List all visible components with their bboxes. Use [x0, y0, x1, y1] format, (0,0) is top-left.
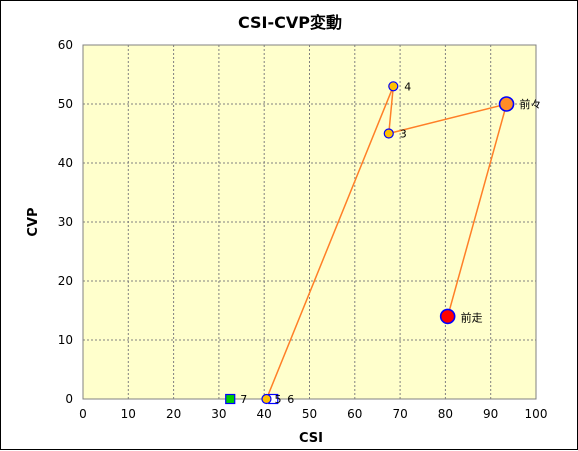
y-tick-label: 50 — [58, 97, 73, 111]
plot-border — [82, 44, 537, 400]
x-tick-label: 80 — [438, 407, 453, 421]
y-axis-ticks: 0 10 20 30 40 50 60 — [58, 38, 73, 406]
point-label: 前々 — [520, 97, 542, 111]
y-tick-label: 60 — [58, 38, 73, 52]
point-label: 6 — [287, 393, 294, 406]
x-tick-label: 50 — [302, 407, 317, 421]
point-label: 4 — [404, 80, 411, 93]
x-tick-label: 30 — [211, 407, 226, 421]
x-tick-label: 90 — [483, 407, 498, 421]
grid — [83, 45, 536, 399]
series-points — [225, 81, 515, 405]
x-tick-label: 100 — [525, 407, 548, 421]
x-axis-title: CSI — [299, 431, 323, 446]
data-point-前走 — [439, 308, 456, 325]
y-tick-label: 0 — [65, 392, 73, 406]
y-tick-label: 10 — [58, 333, 73, 347]
x-tick-label: 0 — [79, 407, 87, 421]
chart-title: CSI-CVP変動 — [238, 13, 342, 32]
point-label: 5 — [274, 393, 281, 406]
point-label: 7 — [240, 393, 247, 406]
data-point-5 — [261, 393, 272, 405]
x-tick-label: 20 — [166, 407, 181, 421]
x-axis-ticks: 0 10 20 30 40 50 60 70 80 90 100 — [79, 407, 547, 421]
data-point-7 — [225, 393, 236, 405]
point-label: 3 — [400, 128, 407, 141]
data-point-4 — [388, 81, 399, 92]
point-labels: 前走 前々 3 4 5 6 7 — [240, 80, 541, 406]
y-tick-label: 40 — [58, 156, 73, 170]
x-tick-label: 10 — [121, 407, 136, 421]
x-tick-label: 60 — [347, 407, 362, 421]
data-point-前々 — [498, 96, 515, 112]
y-tick-label: 30 — [58, 215, 73, 229]
y-axis-title: CVP — [26, 207, 41, 236]
data-point-3 — [383, 128, 394, 139]
point-label: 前走 — [461, 310, 483, 324]
x-tick-label: 70 — [392, 407, 407, 421]
x-tick-label: 40 — [257, 407, 272, 421]
y-tick-label: 20 — [58, 274, 73, 288]
